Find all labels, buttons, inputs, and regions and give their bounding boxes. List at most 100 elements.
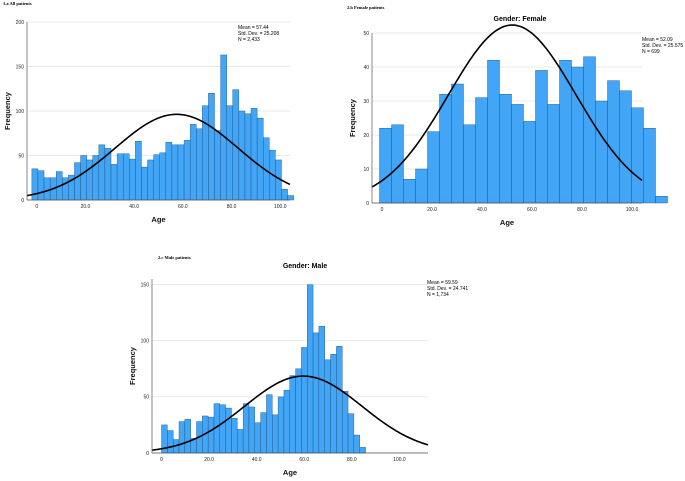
histogram-bar (295, 368, 302, 454)
histogram-bar (439, 93, 452, 204)
histogram-bar (248, 406, 255, 454)
y-tick-label: 200 (16, 20, 25, 26)
normal-curve (371, 24, 643, 188)
y-tick-label: 30 (363, 99, 369, 105)
histogram-bar (619, 90, 632, 204)
histogram-bar (289, 375, 296, 454)
x-tick-label: 100.0 (393, 457, 406, 463)
x-axis-label: Age (283, 468, 297, 477)
stats-all-patients: Mean = 57.44 Std. Dev. = 25.208 N = 2,43… (238, 25, 279, 43)
histogram-bar (415, 168, 428, 204)
stats-mean: Mean = 57.44 (238, 25, 269, 31)
stats-std-dev: Std. Dev. = 25.575 (642, 43, 684, 49)
histogram-bar (207, 416, 215, 454)
y-tick-label: 150 (16, 64, 25, 70)
histogram-bar (307, 284, 314, 454)
histogram-bar (98, 144, 106, 201)
histogram-bar (283, 389, 290, 454)
histogram-bar (330, 354, 337, 454)
histogram-bar (189, 124, 197, 201)
histogram-bar (487, 60, 500, 204)
stats-std-dev: Std. Dev. = 25.208 (238, 31, 280, 37)
histogram-bar (147, 159, 154, 201)
chart-title-female: Gender: Female (493, 16, 547, 23)
histogram-bar (116, 153, 124, 201)
stats-male-patients: Mean = 59.59 Std. Dev. = 24.741 N = 1,73… (427, 280, 468, 298)
histogram-bar (547, 104, 560, 204)
histogram-bar (463, 124, 476, 204)
histogram-bar (226, 105, 233, 201)
caption-all-patients: 1.a All patients (3, 1, 32, 6)
x-tick-label: 60.0 (178, 204, 188, 210)
histogram-bar (631, 107, 644, 204)
histogram-bar (37, 170, 45, 201)
histogram-bar (359, 447, 366, 454)
histogram-bar (254, 422, 261, 454)
x-tick-label: 20.0 (81, 204, 91, 210)
histogram-bar (403, 178, 416, 204)
histogram-bar (266, 394, 273, 454)
panel-all-patients: 1.a All patients Mean = 57.44 Std. Dev. … (0, 0, 300, 230)
histogram-bar (347, 413, 355, 454)
histogram-bar (202, 105, 209, 201)
histogram-bar (31, 168, 39, 201)
x-axis-label: Age (151, 215, 165, 224)
y-axis-label: Frequency (3, 91, 12, 130)
x-tick-label: 60.0 (527, 207, 537, 213)
x-tick-label: 20.0 (204, 457, 214, 463)
histogram-bar (129, 158, 136, 201)
histogram-bar (260, 412, 267, 454)
histogram-bar (511, 104, 524, 204)
histogram-bar (242, 403, 250, 454)
caption-female-patients: 2.b Female patients (347, 5, 385, 10)
histogram-bar (141, 166, 148, 201)
y-tick-label: 10 (363, 167, 369, 173)
histogram-bar (86, 159, 93, 201)
histogram-bar (379, 127, 392, 204)
histogram-bar (153, 154, 160, 201)
normal-curve (151, 375, 429, 451)
histogram-bar (231, 417, 238, 454)
histogram-bar (178, 421, 186, 454)
histogram-bar (324, 359, 331, 454)
y-axis-label: Frequency (128, 346, 137, 385)
stats-mean: Mean = 52.09 (642, 37, 673, 43)
histogram-bar (183, 140, 191, 201)
histogram-bar (277, 396, 285, 454)
x-tick-label: 100.0 (274, 204, 287, 210)
histogram-bar (272, 414, 279, 454)
stats-n: N = 2,433 (238, 37, 260, 43)
histogram-bar (571, 66, 584, 204)
x-tick-label: 0 (35, 204, 38, 210)
histogram-bar (43, 177, 51, 201)
stats-n: N = 1,734 (427, 292, 449, 298)
histogram-bar (122, 153, 130, 201)
y-tick-label: 0 (21, 198, 24, 204)
histogram-male-patients: 0 50 100 150 0 20.0 40.0 60.0 80.0 100.0 Age Freque… (128, 279, 429, 477)
panel-female-patients: 2.b Female patients Gender: Female Mean … (340, 0, 685, 232)
histogram-bar (318, 325, 325, 454)
stats-n: N = 699 (642, 49, 660, 55)
histogram-bar (237, 429, 244, 454)
x-axis-label: Age (500, 218, 514, 227)
x-tick-label: 0 (160, 457, 163, 463)
y-tick-label: 100 (16, 109, 25, 115)
histogram-bar (159, 152, 167, 201)
histogram-bar (643, 127, 656, 204)
histogram-bar (80, 155, 87, 201)
histogram-bar (607, 80, 620, 204)
histogram-bar (499, 93, 512, 204)
histogram-bar (238, 110, 246, 201)
histogram-bar (336, 346, 343, 454)
histogram-bar (250, 108, 258, 201)
y-tick-label: 100 (141, 339, 150, 345)
x-tick-label: 40.0 (129, 204, 139, 210)
panel-male-patients: 2.c Male patients Gender: Male Mean = 59… (110, 250, 470, 481)
x-tick-label: 0 (381, 207, 384, 213)
histogram-bar (165, 141, 173, 201)
y-tick-label: 50 (363, 31, 369, 37)
y-tick-label: 150 (141, 282, 150, 288)
y-tick-label: 0 (366, 201, 369, 207)
y-tick-label: 40 (363, 65, 369, 71)
y-tick-label: 50 (18, 153, 24, 159)
